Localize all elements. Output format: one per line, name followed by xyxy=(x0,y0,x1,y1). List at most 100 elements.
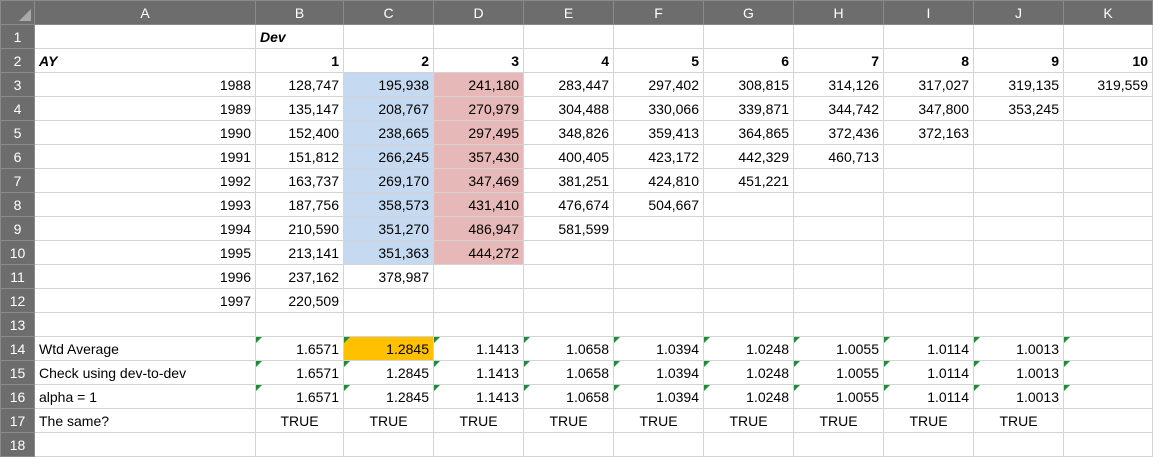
cell-a14[interactable]: Wtd Average xyxy=(34,336,256,361)
cell-h12[interactable] xyxy=(793,288,884,313)
cell-g8[interactable] xyxy=(703,192,794,217)
cell-f15[interactable]: 1.0394 xyxy=(613,360,704,385)
cell-d2[interactable]: 3 xyxy=(433,48,524,73)
cell-c15[interactable]: 1.2845 xyxy=(343,360,434,385)
cell-k13[interactable] xyxy=(1063,312,1153,337)
column-header-b[interactable]: B xyxy=(255,0,344,25)
cell-c17[interactable]: TRUE xyxy=(343,408,434,433)
cell-f8[interactable]: 504,667 xyxy=(613,192,704,217)
row-header-18[interactable]: 18 xyxy=(0,432,35,457)
row-header-14[interactable]: 14 xyxy=(0,336,35,361)
cell-b8[interactable]: 187,756 xyxy=(255,192,344,217)
cell-a11[interactable]: 1996 xyxy=(34,264,256,289)
cell-a6[interactable]: 1991 xyxy=(34,144,256,169)
column-header-j[interactable]: J xyxy=(973,0,1064,25)
column-header-h[interactable]: H xyxy=(793,0,884,25)
cell-g1[interactable] xyxy=(703,24,794,49)
cell-k8[interactable] xyxy=(1063,192,1153,217)
row-header-5[interactable]: 5 xyxy=(0,120,35,145)
cell-d5[interactable]: 297,495 xyxy=(433,120,524,145)
cell-f11[interactable] xyxy=(613,264,704,289)
cell-e10[interactable] xyxy=(523,240,614,265)
cell-j9[interactable] xyxy=(973,216,1064,241)
cell-b4[interactable]: 135,147 xyxy=(255,96,344,121)
cell-j13[interactable] xyxy=(973,312,1064,337)
cell-h13[interactable] xyxy=(793,312,884,337)
row-header-6[interactable]: 6 xyxy=(0,144,35,169)
cell-d18[interactable] xyxy=(433,432,524,457)
cell-f2[interactable]: 5 xyxy=(613,48,704,73)
cell-g15[interactable]: 1.0248 xyxy=(703,360,794,385)
cell-e4[interactable]: 304,488 xyxy=(523,96,614,121)
cell-c16[interactable]: 1.2845 xyxy=(343,384,434,409)
cell-i16[interactable]: 1.0114 xyxy=(883,384,974,409)
cell-f1[interactable] xyxy=(613,24,704,49)
cell-k7[interactable] xyxy=(1063,168,1153,193)
cell-c13[interactable] xyxy=(343,312,434,337)
row-header-4[interactable]: 4 xyxy=(0,96,35,121)
cell-c12[interactable] xyxy=(343,288,434,313)
cell-g2[interactable]: 6 xyxy=(703,48,794,73)
row-header-10[interactable]: 10 xyxy=(0,240,35,265)
cell-f3[interactable]: 297,402 xyxy=(613,72,704,97)
cell-g12[interactable] xyxy=(703,288,794,313)
cell-e17[interactable]: TRUE xyxy=(523,408,614,433)
cell-g4[interactable]: 339,871 xyxy=(703,96,794,121)
cell-a4[interactable]: 1989 xyxy=(34,96,256,121)
cell-j2[interactable]: 9 xyxy=(973,48,1064,73)
cell-i17[interactable]: TRUE xyxy=(883,408,974,433)
cell-i6[interactable] xyxy=(883,144,974,169)
cell-e2[interactable]: 4 xyxy=(523,48,614,73)
cell-d8[interactable]: 431,410 xyxy=(433,192,524,217)
cell-h5[interactable]: 372,436 xyxy=(793,120,884,145)
cell-h7[interactable] xyxy=(793,168,884,193)
cell-f12[interactable] xyxy=(613,288,704,313)
cell-i9[interactable] xyxy=(883,216,974,241)
cell-j11[interactable] xyxy=(973,264,1064,289)
cell-g5[interactable]: 364,865 xyxy=(703,120,794,145)
column-header-g[interactable]: G xyxy=(703,0,794,25)
cell-i12[interactable] xyxy=(883,288,974,313)
cell-h4[interactable]: 344,742 xyxy=(793,96,884,121)
cell-i1[interactable] xyxy=(883,24,974,49)
column-header-e[interactable]: E xyxy=(523,0,614,25)
cell-b11[interactable]: 237,162 xyxy=(255,264,344,289)
cell-h6[interactable]: 460,713 xyxy=(793,144,884,169)
cell-c6[interactable]: 266,245 xyxy=(343,144,434,169)
cell-k9[interactable] xyxy=(1063,216,1153,241)
cell-e6[interactable]: 400,405 xyxy=(523,144,614,169)
cell-a16[interactable]: alpha = 1 xyxy=(34,384,256,409)
cell-c8[interactable]: 358,573 xyxy=(343,192,434,217)
cell-d13[interactable] xyxy=(433,312,524,337)
cell-h11[interactable] xyxy=(793,264,884,289)
column-header-a[interactable]: A xyxy=(34,0,256,25)
cell-b13[interactable] xyxy=(255,312,344,337)
cell-i4[interactable]: 347,800 xyxy=(883,96,974,121)
row-header-9[interactable]: 9 xyxy=(0,216,35,241)
cell-k16[interactable] xyxy=(1063,384,1153,409)
cell-e3[interactable]: 283,447 xyxy=(523,72,614,97)
cell-k5[interactable] xyxy=(1063,120,1153,145)
cell-j17[interactable]: TRUE xyxy=(973,408,1064,433)
cell-j5[interactable] xyxy=(973,120,1064,145)
cell-b17[interactable]: TRUE xyxy=(255,408,344,433)
cell-h18[interactable] xyxy=(793,432,884,457)
column-header-d[interactable]: D xyxy=(433,0,524,25)
cell-a9[interactable]: 1994 xyxy=(34,216,256,241)
cell-d12[interactable] xyxy=(433,288,524,313)
cell-k4[interactable] xyxy=(1063,96,1153,121)
cell-j16[interactable]: 1.0013 xyxy=(973,384,1064,409)
cell-b12[interactable]: 220,509 xyxy=(255,288,344,313)
cell-c11[interactable]: 378,987 xyxy=(343,264,434,289)
cell-e5[interactable]: 348,826 xyxy=(523,120,614,145)
cell-k18[interactable] xyxy=(1063,432,1153,457)
cell-f6[interactable]: 423,172 xyxy=(613,144,704,169)
cell-j4[interactable]: 353,245 xyxy=(973,96,1064,121)
row-header-11[interactable]: 11 xyxy=(0,264,35,289)
cell-a3[interactable]: 1988 xyxy=(34,72,256,97)
cell-e12[interactable] xyxy=(523,288,614,313)
cell-j6[interactable] xyxy=(973,144,1064,169)
cell-k11[interactable] xyxy=(1063,264,1153,289)
row-header-17[interactable]: 17 xyxy=(0,408,35,433)
cell-e8[interactable]: 476,674 xyxy=(523,192,614,217)
